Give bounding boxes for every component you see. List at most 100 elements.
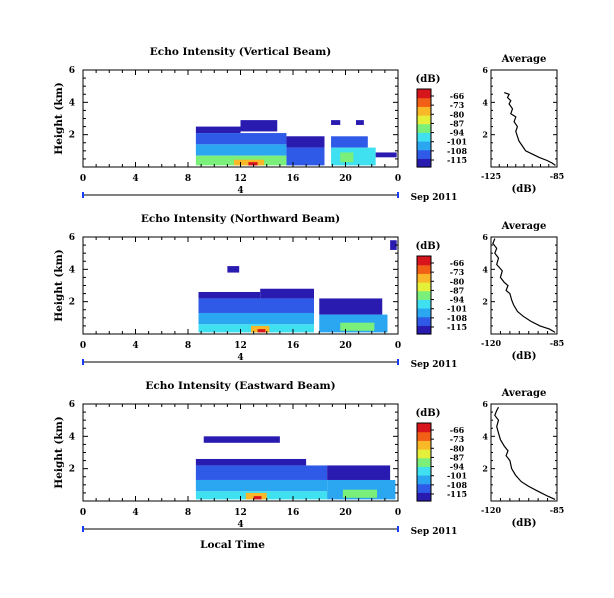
colorbar-frame	[416, 88, 432, 168]
average-y-tick-label: 6	[482, 232, 488, 242]
colorbar-segment	[417, 282, 431, 292]
echo-cell	[195, 126, 241, 134]
echo-cell	[319, 298, 383, 315]
colorbar-frame	[416, 255, 432, 335]
x-tick-label: 4	[132, 508, 138, 518]
colorbar-segment	[417, 273, 431, 283]
average-x-tick-label: -120	[481, 505, 501, 515]
average-x-tick-label: -125	[481, 171, 501, 181]
echo-cell	[198, 298, 314, 313]
colorbar-segment	[417, 466, 431, 476]
date-label: Sep 2011	[411, 193, 458, 203]
echo-cell	[286, 147, 325, 166]
colorbar-segment	[417, 149, 431, 159]
colorbar-tick-label: -66	[450, 91, 465, 101]
colorbar-tick-label: -66	[450, 425, 465, 435]
colorbar-segment	[417, 264, 431, 274]
y-axis-label: Height (km)	[53, 82, 65, 154]
colorbar-segment	[417, 256, 431, 266]
colorbar-tick-label: -80	[450, 443, 465, 453]
colorbar-tick-label: -80	[450, 109, 465, 119]
colorbar-unit: (dB)	[416, 74, 441, 85]
average-profile-line	[492, 238, 556, 333]
colorbar-tick-label: -94	[450, 295, 465, 305]
colorbar-segment	[417, 123, 431, 133]
average-y-tick-label: 4	[482, 431, 488, 441]
colorbar-segment	[417, 316, 431, 326]
echo-cell	[195, 144, 287, 156]
colorbar-segment	[417, 431, 431, 441]
x-tick-label: 8	[185, 341, 191, 351]
average-y-tick-label: 6	[482, 65, 488, 75]
day-axis-label: 4	[237, 520, 243, 530]
echo-cell	[248, 162, 258, 166]
average-frame	[490, 403, 558, 502]
x-tick-label: 20	[339, 174, 352, 184]
average-y-tick-label: 6	[482, 399, 488, 409]
colorbar-segment	[417, 299, 431, 309]
x-tick-label: 16	[287, 174, 300, 184]
echo-cell	[195, 458, 307, 466]
y-tick-label: 4	[69, 432, 75, 442]
average-x-tick-label: -85	[550, 338, 564, 348]
x-tick-label: 16	[287, 341, 300, 351]
x-tick-label: 0	[80, 508, 86, 518]
echo-cell	[198, 291, 261, 299]
echo-cell	[195, 465, 328, 480]
colorbar-segment	[417, 457, 431, 467]
colorbar-tick-label: -94	[450, 462, 465, 472]
y-tick-label: 4	[69, 265, 75, 275]
colorbar-tick-label: -115	[447, 155, 467, 165]
average-frame	[490, 69, 558, 168]
average-y-tick-label: 2	[482, 464, 488, 474]
echo-cell	[195, 479, 328, 492]
colorbar-tick-label: -73	[450, 434, 465, 444]
x-tick-label: 16	[287, 508, 300, 518]
echo-cell	[375, 152, 397, 158]
average-title: Average	[501, 388, 547, 399]
x-tick-label: 12	[234, 174, 247, 184]
panel-title: Echo Intensity (Vertical Beam)	[150, 46, 331, 58]
y-tick-label: 6	[69, 400, 75, 410]
echo-cell	[327, 465, 391, 480]
colorbar-segment	[417, 440, 431, 450]
average-title: Average	[501, 221, 547, 232]
colorbar-tick-label: -87	[450, 118, 464, 128]
echo-cell	[198, 312, 314, 325]
average-frame	[490, 236, 558, 335]
x-tick-label: 0	[80, 341, 86, 351]
average-y-tick-label: 2	[482, 130, 488, 140]
average-title: Average	[501, 54, 547, 65]
colorbar-tick-label: -108	[447, 480, 467, 490]
y-axis-label: Height (km)	[53, 416, 65, 488]
colorbar-segment	[417, 132, 431, 142]
average-x-label: (dB)	[512, 518, 537, 529]
x-tick-label: 12	[234, 508, 247, 518]
x-tick-label: 8	[185, 174, 191, 184]
colorbar-segment	[417, 106, 431, 116]
colorbar-segment	[417, 308, 431, 318]
echo-cell	[390, 240, 397, 250]
colorbar-tick-label: -94	[450, 128, 465, 138]
colorbar-segment	[417, 475, 431, 485]
colorbar-segment	[417, 492, 431, 502]
colorbar-tick-label: -101	[447, 471, 467, 481]
echo-cell	[260, 288, 314, 299]
x-tick-label: 0	[395, 174, 401, 184]
echo-cell	[257, 329, 266, 333]
average-profile-line	[494, 406, 556, 500]
colorbar-tick-label: -73	[450, 100, 465, 110]
x-tick-label: 4	[132, 174, 138, 184]
colorbar-segment	[417, 115, 431, 125]
colorbar-tick-label: -115	[447, 489, 467, 499]
echo-cell	[340, 152, 354, 163]
average-profile-line	[504, 92, 556, 166]
average-x-tick-label: -120	[481, 338, 501, 348]
colorbar-segment	[417, 449, 431, 459]
colorbar-tick-label: -87	[450, 452, 464, 462]
colorbar-tick-label: -66	[450, 258, 465, 268]
average-x-label: (dB)	[512, 184, 537, 195]
colorbar-tick-label: -80	[450, 276, 465, 286]
x-tick-label: 4	[132, 341, 138, 351]
average-x-label: (dB)	[512, 351, 537, 362]
